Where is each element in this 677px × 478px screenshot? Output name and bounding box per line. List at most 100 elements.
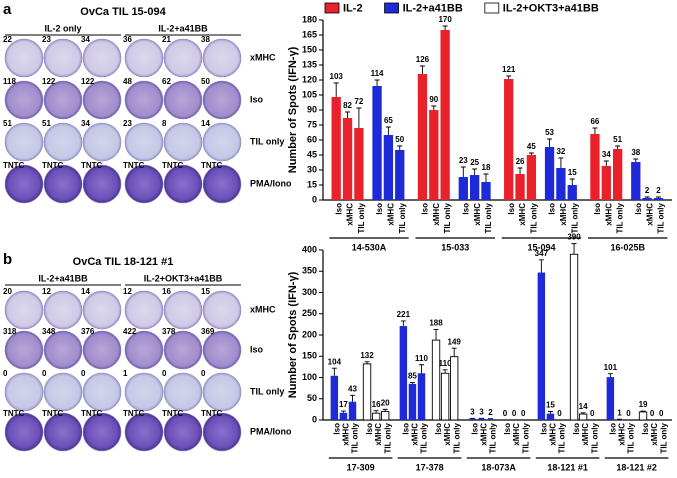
well	[202, 164, 242, 204]
condition-label: Iso	[572, 423, 581, 435]
error-bar	[397, 145, 403, 150]
bar	[431, 339, 441, 421]
condition-label: xMHC	[342, 423, 351, 446]
condition-label: Iso	[332, 423, 341, 435]
condition-label: xMHC	[473, 203, 482, 226]
error-bar	[644, 196, 650, 198]
error-bar	[615, 145, 621, 149]
well	[4, 372, 44, 412]
well	[163, 330, 203, 370]
well	[124, 164, 164, 204]
bar	[481, 182, 491, 200]
well-count: 21	[162, 35, 171, 44]
x-group-label: 17-378	[416, 462, 444, 472]
error-bar	[340, 410, 346, 413]
wells-group: IL-2+a41BB	[38, 273, 88, 283]
condition-label: xMHC	[549, 423, 558, 446]
bar	[590, 134, 600, 200]
value-label: 66	[590, 117, 599, 126]
row-label: PMA/Iono	[250, 426, 292, 436]
value-label: 53	[545, 128, 554, 137]
well	[43, 164, 83, 204]
well-count: 14	[81, 287, 90, 296]
bar	[342, 118, 353, 200]
value-label: 114	[371, 69, 384, 78]
well-count: 22	[3, 35, 12, 44]
well-count: 12	[123, 287, 132, 296]
well-count: 1	[123, 369, 128, 378]
bar	[578, 413, 588, 421]
error-bar	[538, 259, 544, 273]
well	[163, 290, 203, 330]
error-bar	[442, 25, 448, 30]
condition-label: Iso	[507, 203, 516, 215]
well	[124, 38, 164, 78]
value-label: 0	[557, 409, 562, 418]
legend-swatch	[324, 2, 340, 14]
y-tick-label: 75	[307, 119, 317, 129]
error-bar	[345, 111, 351, 118]
bar	[331, 97, 341, 200]
y-tick-label: 400	[302, 244, 317, 254]
value-label: 110	[439, 359, 452, 368]
well-count: TNTC	[81, 161, 103, 170]
well-count: 122	[42, 77, 56, 86]
value-label: 32	[556, 147, 565, 156]
condition-label: TIL only	[351, 422, 360, 453]
bar	[417, 74, 428, 200]
value-label: 2	[656, 186, 661, 195]
value-label: 20	[381, 398, 390, 407]
bar	[458, 177, 468, 200]
condition-label: Iso	[634, 203, 643, 215]
well	[82, 412, 122, 452]
well-count: 23	[123, 119, 132, 128]
value-label: 34	[602, 150, 611, 159]
bar	[371, 412, 381, 421]
y-tick-label: 200	[302, 329, 317, 339]
x-group-label: 18-073A	[481, 462, 516, 472]
wells-group: IL-2+a41BB	[158, 23, 208, 33]
x-group-label: 15-033	[441, 242, 469, 252]
condition-label: Iso	[334, 203, 343, 215]
well-count: 23	[42, 35, 51, 44]
value-label: 110	[415, 354, 428, 363]
bar	[546, 413, 555, 420]
error-bar	[592, 127, 598, 134]
error-bar	[431, 105, 437, 110]
condition-label: xMHC	[618, 423, 627, 446]
error-bar	[472, 168, 478, 175]
error-bar	[433, 329, 439, 341]
bar	[330, 375, 339, 420]
error-bar	[528, 152, 534, 155]
condition-label: TIL only	[529, 202, 538, 233]
well-count: 51	[42, 119, 51, 128]
y-tick-label: 50	[307, 393, 317, 403]
well-count: TNTC	[162, 409, 184, 418]
value-label: 188	[429, 319, 443, 328]
well	[124, 122, 164, 162]
bar	[339, 412, 348, 420]
well-count: 378	[162, 327, 176, 336]
value-label: 90	[429, 95, 438, 104]
legend-swatch	[384, 2, 399, 14]
well-count: 34	[81, 119, 90, 128]
value-label: 221	[397, 310, 411, 319]
well-count: 0	[81, 369, 86, 378]
wells-title: OvCa TIL 18-121 #1	[73, 256, 174, 268]
error-bar	[350, 394, 356, 402]
value-label: 0	[626, 409, 631, 418]
condition-label: xMHC	[432, 203, 441, 226]
well-count: TNTC	[123, 409, 145, 418]
bar	[556, 168, 566, 200]
error-bar	[483, 173, 489, 182]
condition-label: TIL only	[489, 422, 498, 453]
value-label: 121	[502, 65, 516, 74]
condition-label: Iso	[375, 203, 384, 215]
error-bar	[373, 410, 379, 414]
error-bar	[356, 107, 362, 128]
well	[82, 372, 122, 412]
error-bar	[571, 243, 577, 255]
bar	[537, 272, 546, 420]
bar	[417, 373, 426, 420]
well	[124, 412, 164, 452]
